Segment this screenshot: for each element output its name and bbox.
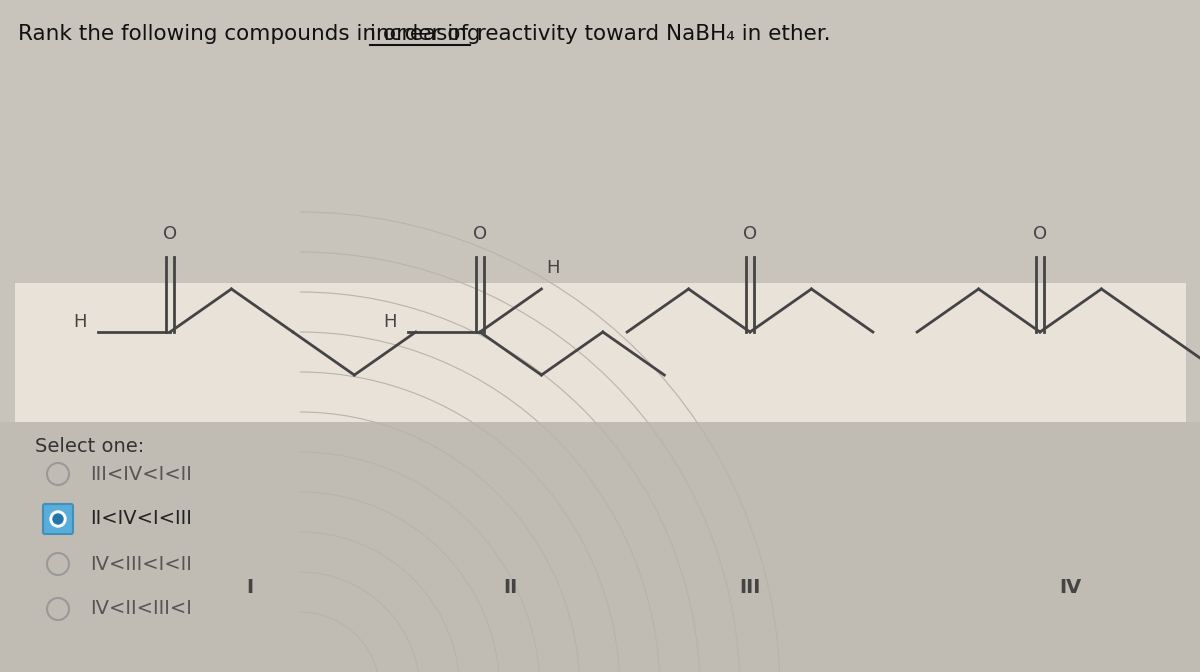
Text: O: O [1033,225,1048,243]
Text: increasing: increasing [370,24,481,44]
Text: O: O [473,225,487,243]
FancyBboxPatch shape [14,282,1186,612]
Circle shape [50,511,66,527]
Text: H: H [383,313,397,331]
Text: II: II [503,578,517,597]
Text: IV<II<III<I: IV<II<III<I [90,599,192,618]
Text: O: O [743,225,757,243]
FancyBboxPatch shape [43,504,73,534]
Text: O: O [163,225,178,243]
Text: H: H [73,313,86,331]
Text: III: III [739,578,761,597]
Text: IV<III<I<II: IV<III<I<II [90,554,192,573]
Text: II<IV<I<III: II<IV<I<III [90,509,192,528]
Text: H: H [546,259,560,277]
Text: Rank the following compounds in order of: Rank the following compounds in order of [18,24,475,44]
Text: IV: IV [1058,578,1081,597]
Circle shape [53,514,64,524]
Text: reactivity toward NaBH₄ in ether.: reactivity toward NaBH₄ in ether. [470,24,830,44]
Text: Select one:: Select one: [35,437,144,456]
FancyBboxPatch shape [0,422,1200,672]
Text: I: I [246,578,253,597]
Text: III<IV<I<II: III<IV<I<II [90,464,192,483]
